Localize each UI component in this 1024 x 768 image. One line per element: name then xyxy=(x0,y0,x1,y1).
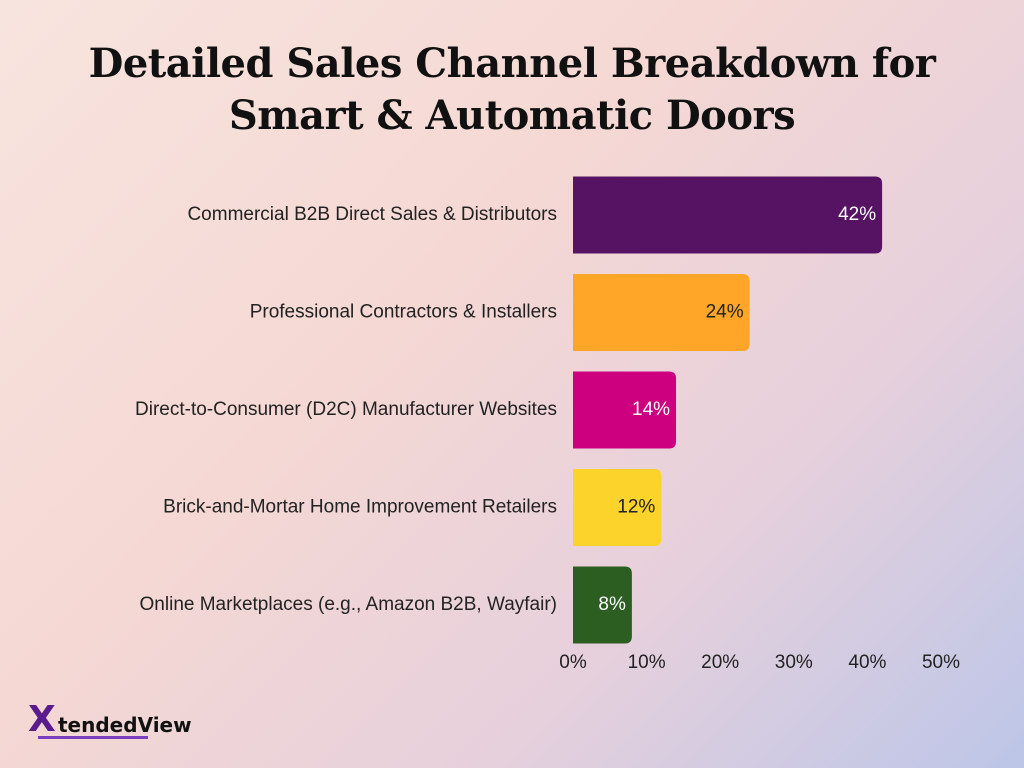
value-label-5: 8% xyxy=(598,594,626,615)
x-tick-label-1: 0% xyxy=(559,652,587,673)
bar-1 xyxy=(573,176,883,254)
category-label-5: Online Marketplaces (e.g., Amazon B2B, W… xyxy=(140,594,557,615)
chart-title: Detailed Sales Channel Breakdown for Sma… xyxy=(0,38,1024,142)
bar-2 xyxy=(573,274,750,351)
category-label-2: Professional Contractors & Installers xyxy=(250,302,557,323)
xtendedview-logo: X tendedView xyxy=(28,700,228,744)
bar-3 xyxy=(573,371,677,449)
x-tick-label-3: 20% xyxy=(701,652,739,673)
bar-5 xyxy=(573,566,632,644)
value-label-3: 14% xyxy=(632,399,670,420)
chart-title-line-2: Smart & Automatic Doors xyxy=(228,92,796,139)
logo-word-view: View xyxy=(137,713,192,737)
x-tick-label-4: 30% xyxy=(775,652,813,673)
bar-4 xyxy=(573,469,662,546)
category-label-4: Brick-and-Mortar Home Improvement Retail… xyxy=(163,497,557,518)
logo-x-mark: X xyxy=(28,699,56,740)
logo-word-tended: tended xyxy=(58,713,138,737)
logo-underline xyxy=(38,736,148,739)
value-label-4: 12% xyxy=(617,497,655,518)
logo-wordmark: tendedView xyxy=(58,714,192,736)
value-label-1: 42% xyxy=(838,204,876,225)
x-tick-label-5: 40% xyxy=(848,652,886,673)
value-label-2: 24% xyxy=(706,302,744,323)
x-tick-label-2: 10% xyxy=(628,652,666,673)
x-tick-label-6: 50% xyxy=(922,652,960,673)
category-label-1: Commercial B2B Direct Sales & Distributo… xyxy=(187,204,557,225)
category-label-3: Direct-to-Consumer (D2C) Manufacturer We… xyxy=(135,399,557,420)
chart-title-line-1: Detailed Sales Channel Breakdown for xyxy=(88,40,936,87)
